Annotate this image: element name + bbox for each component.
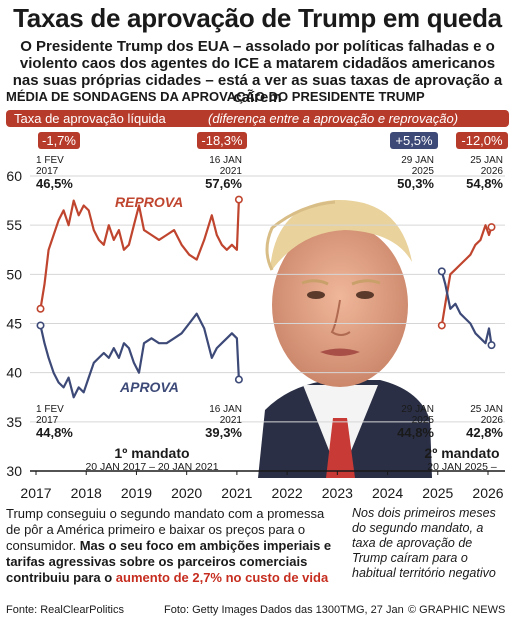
annotation-date: 2017 bbox=[36, 166, 59, 177]
source-credit: Fonte: RealClearPolitics bbox=[6, 604, 124, 616]
x-tick-label: 2022 bbox=[272, 485, 303, 501]
endpoint-marker bbox=[36, 304, 45, 313]
mandate-label: 2º mandato bbox=[424, 445, 499, 461]
annotation-date: 2026 bbox=[481, 415, 504, 426]
trump-photo bbox=[258, 199, 432, 478]
mandate-range: 20 JAN 2025 – bbox=[427, 461, 497, 473]
y-tick-label: 35 bbox=[6, 414, 22, 430]
y-tick-label: 30 bbox=[6, 463, 22, 479]
section-heading: MÉDIA DE SONDAGENS DA APROVAÇÃO DO PRESI… bbox=[6, 89, 425, 104]
x-tick-label: 2018 bbox=[71, 485, 102, 501]
net-badge-value: -12,0% bbox=[461, 133, 503, 148]
annotation-date: 29 JAN bbox=[401, 404, 434, 415]
series-label-aprova: APROVA bbox=[119, 379, 179, 395]
net-approval-label: Taxa de aprovação líquida bbox=[14, 111, 166, 126]
annotation-date: 2021 bbox=[220, 415, 243, 426]
endpoint-marker bbox=[36, 321, 45, 330]
annotation-date: 2025 bbox=[412, 166, 435, 177]
annotation-date: 16 JAN bbox=[209, 404, 242, 415]
subtitle: O Presidente Trump dos EUA – assolado po… bbox=[12, 38, 503, 106]
x-tick-label: 2017 bbox=[20, 485, 51, 501]
annotation-value: 39,3% bbox=[205, 425, 242, 440]
annotation-date: 2017 bbox=[36, 415, 59, 426]
footer-bold: Mas o seu foco em ambições imperiais e t… bbox=[6, 538, 332, 585]
footer-plain: Trump conseguiu o segundo mandato com a … bbox=[6, 506, 325, 553]
endpoint-marker bbox=[487, 223, 496, 232]
x-tick-label: 2026 bbox=[472, 485, 503, 501]
annotation-date: 29 JAN bbox=[401, 155, 434, 166]
net-approval-note: (diferença entre a aprovação e reprovaçã… bbox=[208, 111, 459, 126]
y-tick-label: 50 bbox=[6, 266, 22, 282]
net-badge bbox=[390, 132, 438, 149]
annotation-date: 2026 bbox=[481, 166, 504, 177]
annotation-value: 50,3% bbox=[397, 176, 434, 191]
footer-red: aumento de 2,7% no custo de vida bbox=[115, 570, 329, 585]
series-line-reprova-term2 bbox=[440, 224, 493, 326]
annotation-date: 2021 bbox=[220, 166, 243, 177]
endpoint-marker bbox=[234, 195, 243, 204]
annotation-value: 54,8% bbox=[466, 176, 503, 191]
net-badge bbox=[456, 132, 508, 149]
footer-left-text: Trump conseguiu o segundo mandato com a … bbox=[6, 506, 334, 586]
y-tick-label: 40 bbox=[6, 365, 22, 381]
series-line-aprova-term2 bbox=[440, 271, 493, 346]
net-badge-value: -18,3% bbox=[201, 133, 243, 148]
series-label-reprova: REPROVA bbox=[115, 194, 183, 210]
mandate-label: 1º mandato bbox=[114, 445, 189, 461]
net-badge bbox=[38, 132, 80, 149]
x-tick-label: 2025 bbox=[422, 485, 453, 501]
annotation-date: 25 JAN bbox=[470, 155, 503, 166]
annotation-value: 46,5% bbox=[36, 176, 73, 191]
photo-credit: Foto: Getty Images bbox=[164, 604, 258, 616]
annotation-value: 44,8% bbox=[36, 425, 73, 440]
annotation-date: 1 FEV bbox=[36, 404, 64, 415]
x-tick-label: 2023 bbox=[322, 485, 353, 501]
net-badge bbox=[197, 132, 247, 149]
annotation-value: 42,8% bbox=[466, 425, 503, 440]
annotation-date: 2025 bbox=[412, 415, 435, 426]
footer-right-text: Nos dois primeiros meses do segundo mand… bbox=[352, 506, 496, 580]
net-approval-bar: Taxa de aprovação líquida (diferença ent… bbox=[6, 110, 509, 127]
series-line-reprova-term1 bbox=[39, 199, 240, 309]
annotation-value: 57,6% bbox=[205, 176, 242, 191]
y-tick-label: 45 bbox=[6, 316, 22, 332]
annotation-date: 1 FEV bbox=[36, 155, 64, 166]
date-credit: Dados das 1300TMG, 27 Jan bbox=[260, 604, 404, 616]
x-tick-label: 2024 bbox=[372, 485, 403, 501]
net-badge-value: +5,5% bbox=[395, 133, 433, 148]
endpoint-marker bbox=[437, 267, 446, 276]
x-tick-label: 2020 bbox=[171, 485, 202, 501]
mandate-range: 20 JAN 2017 – 20 JAN 2021 bbox=[85, 461, 218, 473]
annotation-value: 44,8% bbox=[397, 425, 434, 440]
endpoint-marker bbox=[437, 321, 446, 330]
annotation-date: 16 JAN bbox=[209, 155, 242, 166]
y-tick-label: 60 bbox=[6, 168, 22, 184]
annotation-date: 25 JAN bbox=[470, 404, 503, 415]
endpoint-marker bbox=[487, 341, 496, 350]
y-tick-label: 55 bbox=[6, 217, 22, 233]
page-title: Taxas de aprovação de Trump em queda bbox=[13, 3, 502, 33]
copyright: © GRAPHIC NEWS bbox=[408, 604, 506, 616]
series-line-aprova-term1 bbox=[39, 312, 240, 399]
endpoint-marker bbox=[234, 375, 243, 384]
net-badge-value: -1,7% bbox=[42, 133, 76, 148]
x-tick-label: 2021 bbox=[221, 485, 252, 501]
x-tick-label: 2019 bbox=[121, 485, 152, 501]
